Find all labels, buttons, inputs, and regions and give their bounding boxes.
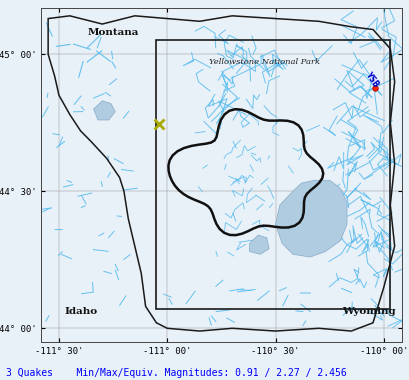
- Text: Idaho: Idaho: [64, 307, 97, 316]
- Text: Wyoming: Wyoming: [341, 307, 395, 316]
- Text: 3 Quakes    Min/Max/Equiv. Magnitudes: 0.91 / 2.27 / 2.456: 3 Quakes Min/Max/Equiv. Magnitudes: 0.91…: [6, 368, 346, 378]
- Text: Montana: Montana: [87, 28, 139, 37]
- Polygon shape: [93, 101, 115, 120]
- Text: Yellowstone National Park: Yellowstone National Park: [209, 59, 319, 66]
- Polygon shape: [249, 235, 268, 254]
- Bar: [156, 41, 389, 309]
- Text: YSB: YSB: [362, 70, 379, 89]
- Polygon shape: [275, 180, 346, 257]
